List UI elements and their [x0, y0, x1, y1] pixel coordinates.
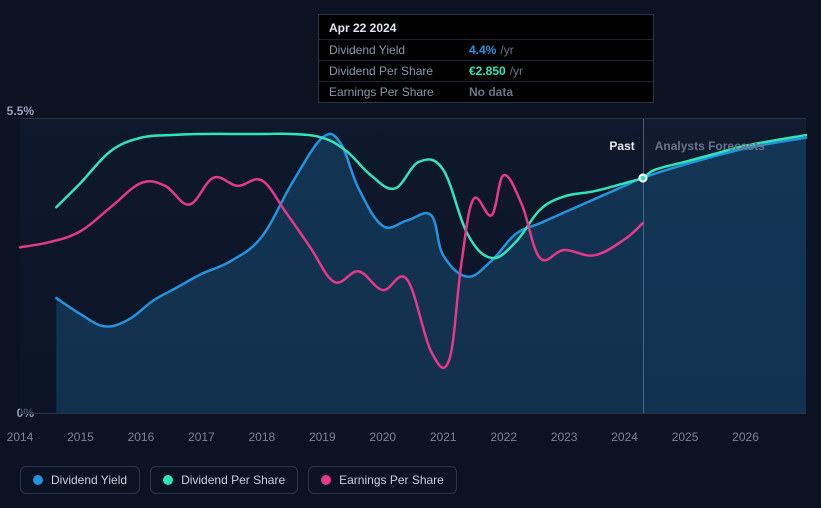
tooltip-date: Apr 22 2024	[319, 15, 653, 39]
plot-area: Past Analysts Forecasts	[20, 118, 806, 414]
chart: 5.5% 0% Past Analysts Forecasts	[20, 104, 806, 422]
x-tick: 2026	[732, 430, 759, 444]
x-tick: 2023	[551, 430, 578, 444]
forecast-label: Analysts Forecasts	[655, 139, 765, 153]
tooltip-key: Dividend Yield	[329, 43, 469, 57]
tooltip-row: Earnings Per ShareNo data	[319, 81, 653, 102]
x-tick: 2018	[248, 430, 275, 444]
past-label: Past	[609, 139, 634, 153]
legend-item[interactable]: Dividend Per Share	[150, 466, 298, 494]
legend-swatch	[33, 475, 43, 485]
tooltip-row: Dividend Yield4.4% /yr	[319, 39, 653, 60]
legend: Dividend Yield Dividend Per Share Earnings…	[20, 466, 457, 494]
x-tick: 2015	[67, 430, 94, 444]
tooltip: Apr 22 2024 Dividend Yield4.4%/yrDividen…	[318, 14, 654, 103]
legend-item[interactable]: Earnings Per Share	[308, 466, 457, 494]
x-tick: 2024	[611, 430, 638, 444]
legend-label: Dividend Per Share	[181, 473, 285, 487]
legend-item[interactable]: Dividend Yield	[20, 466, 140, 494]
tooltip-key: Dividend Per Share	[329, 64, 469, 78]
y-axis-top-label: 5.5%	[7, 104, 34, 118]
x-tick: 2021	[430, 430, 457, 444]
dividend-yield-area	[56, 134, 806, 413]
x-tick: 2019	[309, 430, 336, 444]
legend-label: Earnings Per Share	[339, 473, 444, 487]
tooltip-value: €2.850	[469, 64, 506, 78]
legend-swatch	[321, 475, 331, 485]
tooltip-key: Earnings Per Share	[329, 85, 469, 99]
dividend-per-share-marker	[638, 174, 647, 183]
tooltip-value: 4.4%	[469, 43, 496, 57]
legend-swatch	[163, 475, 173, 485]
tooltip-unit: /yr	[500, 43, 513, 57]
tooltip-value: No data	[469, 85, 513, 99]
x-tick: 2017	[188, 430, 215, 444]
legend-label: Dividend Yield	[51, 473, 127, 487]
x-axis: 2014201520162017201820192020202120222023…	[20, 430, 806, 450]
x-tick: 2020	[369, 430, 396, 444]
x-tick: 2014	[7, 430, 34, 444]
tooltip-unit: /yr	[510, 64, 523, 78]
x-tick: 2025	[672, 430, 699, 444]
x-tick: 2022	[490, 430, 517, 444]
series-svg	[20, 119, 806, 413]
tooltip-row: Dividend Per Share€2.850/yr	[319, 60, 653, 81]
x-tick: 2016	[128, 430, 155, 444]
